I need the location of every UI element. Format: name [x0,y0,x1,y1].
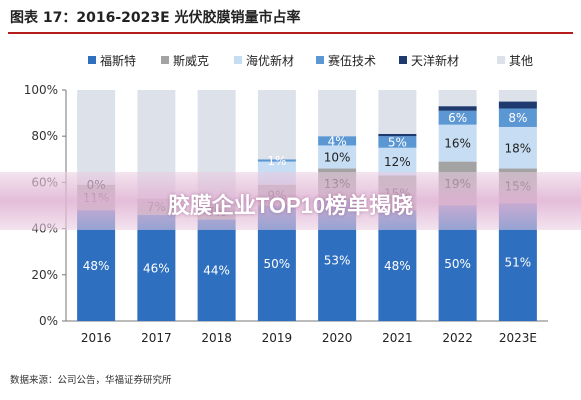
bar-segment [498,101,537,109]
bar-segment [378,136,417,148]
y-tick-label: 20% [31,268,58,282]
x-tick-label: 2018 [201,331,232,345]
bar-segment [498,90,537,102]
legend-label: 其他 [509,54,533,68]
data-label: 10% [324,150,351,164]
legend-label: 福斯特 [100,53,136,68]
data-label: 8% [508,111,527,125]
bar-segment [378,133,417,137]
overlay-banner: 胶膜企业TOP10榜单揭晓 [0,172,581,230]
data-label: 1% [267,154,286,168]
data-label: 50% [264,257,291,271]
legend-label: 斯威克 [173,54,209,68]
bar-segment [77,90,116,185]
data-label: 51% [505,256,532,270]
legend: 福斯特 斯威克 海优新材 赛伍技术 天洋新材 其他 [88,53,533,68]
legend-label: 天洋新材 [411,53,459,68]
y-tick-label: 0% [39,314,58,328]
y-tick-label: 100% [24,83,58,97]
legend-swatch [88,56,96,64]
data-label: 6% [448,111,467,125]
legend-swatch [497,56,505,64]
x-tick-label: 2017 [141,331,172,345]
x-tick-label: 2021 [382,331,413,345]
x-tick-label: 2022 [442,331,473,345]
bar-segment [498,108,537,127]
legend-swatch [316,56,324,64]
bar-segment [378,90,417,134]
bar-segment [318,90,357,137]
banner-text: 胶膜企业TOP10榜单揭晓 [167,193,414,218]
bar-segment [438,110,477,125]
bar-segment [137,214,176,321]
data-label: 4% [328,134,347,148]
source-note: 数据来源：公司公告，华福证券研究所 [10,375,172,386]
bar-segment [257,90,296,160]
data-label: 48% [83,259,110,273]
bar-segment [438,124,477,162]
x-tick-label: 2019 [262,331,293,345]
y-tick-label: 80% [31,129,58,143]
legend-swatch [234,56,242,64]
data-label: 12% [384,155,411,169]
data-label: 53% [324,253,351,267]
legend-swatch [161,56,169,64]
legend-swatch [399,56,407,64]
x-tick-label: 2016 [81,331,112,345]
bar-segment [318,136,357,146]
chart-title: 图表 17：2016-2023E 光伏胶膜销量市占率 [10,10,301,26]
bar-segment [498,126,537,169]
data-label: 5% [388,135,407,149]
bar-segment [438,90,477,107]
data-label: 48% [384,259,411,273]
legend-label: 海优新材 [246,53,294,68]
x-tick-label: 2023E [499,331,537,345]
bar-segment [378,147,417,176]
data-label: 50% [444,257,471,271]
title-bar: 图表 17：2016-2023E 光伏胶膜销量市占率 [8,6,573,34]
data-label: 44% [203,264,230,278]
data-label: 18% [505,141,532,155]
legend-label: 赛伍技术 [328,53,376,68]
bar-segment [257,159,296,162]
bar-segment [197,219,236,321]
bar-segment [318,145,357,169]
bar-segment [438,106,477,111]
data-label: 16% [444,137,471,151]
x-tick-label: 2020 [322,331,353,345]
data-label: 46% [143,261,170,275]
